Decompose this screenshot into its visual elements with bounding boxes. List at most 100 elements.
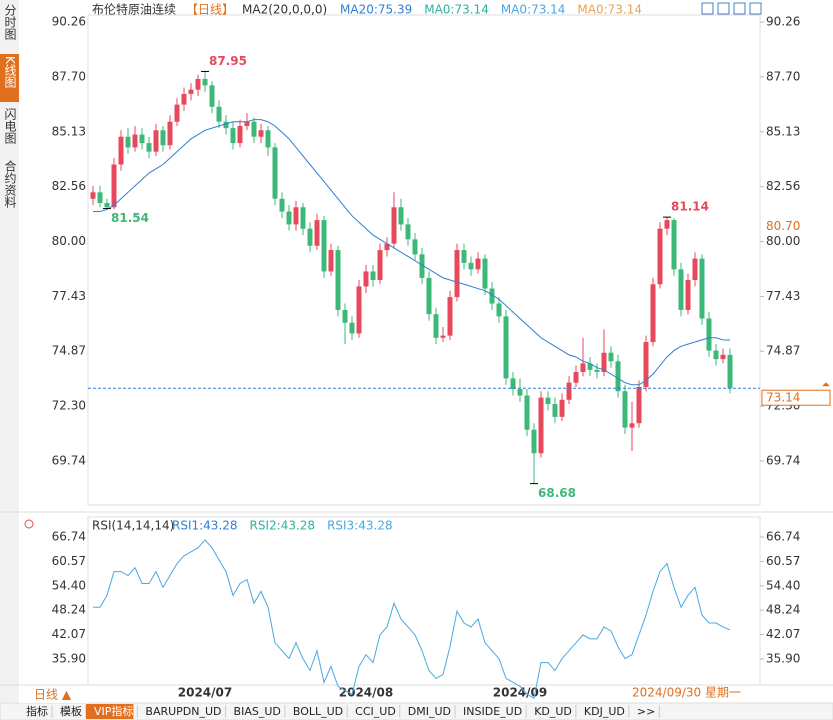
candle-body (216, 106, 222, 122)
last-price-label: 73.14 (766, 391, 800, 405)
legend-entry: MA20:75.39 (340, 3, 412, 17)
candle-body (461, 250, 467, 263)
candle-body (433, 314, 439, 338)
candle-body (573, 371, 579, 383)
candle-body (531, 429, 537, 454)
candle-body (489, 288, 495, 304)
candle-body (237, 126, 243, 144)
candle-body (251, 121, 257, 137)
bottom-tab[interactable]: KD_UD (534, 705, 572, 718)
candle-body (447, 297, 453, 336)
y-tick-label: 72.30 (52, 399, 86, 413)
bottom-tab[interactable]: >> (637, 705, 655, 718)
price-marker-tag (762, 218, 830, 235)
icon[interactable] (749, 2, 762, 15)
y-tick-label: 90.26 (52, 15, 86, 29)
bottom-tab[interactable]: 模板 (60, 704, 82, 718)
candle-body (657, 228, 663, 285)
candle-body (503, 316, 509, 379)
bottom-tab[interactable]: 指标 (26, 704, 48, 718)
candle-body (482, 258, 488, 289)
plot-frame (87, 14, 761, 506)
y-tick-label-right: 82.56 (766, 179, 800, 193)
rsi-tick-label: 66.74 (52, 530, 86, 544)
period-button-bg[interactable] (19, 686, 89, 703)
cursor-date: 2024/09/30 星期一 (632, 686, 741, 700)
rsi-tick-label: 60.57 (52, 554, 86, 568)
candle-body (650, 284, 656, 343)
candle-body (258, 130, 264, 137)
bottom-tab[interactable]: INSIDE_UD (463, 705, 522, 718)
candle-body (188, 89, 194, 94)
bottom-tab[interactable]: KDJ_UD (584, 705, 625, 718)
candle-body (643, 342, 649, 387)
candle-body (524, 395, 530, 430)
legend-entry: MA0:73.14 (577, 3, 642, 17)
candle-body (118, 136, 124, 165)
bottom-tab[interactable]: BOLL_UD (293, 705, 343, 718)
sidebar-tab[interactable]: 闪电图 (3, 108, 17, 144)
candle-body (720, 354, 726, 360)
candle-body (587, 363, 593, 370)
candle-body (146, 143, 152, 152)
candle-body (223, 121, 229, 129)
candle-body (699, 258, 705, 319)
y-tick-label-right: 77.43 (766, 289, 800, 303)
ma20-line (93, 119, 731, 386)
rsi-tick-label-right: 60.57 (766, 554, 800, 568)
candle-body (545, 397, 551, 405)
candle-body (132, 134, 138, 148)
rsi-tick-label: 42.07 (52, 627, 86, 641)
bottom-tab[interactable]: CCI_UD (355, 705, 396, 718)
price-marker-label: 80.70 (766, 219, 800, 233)
sidebar-tab[interactable]: 合约资料 (3, 159, 17, 208)
toolbar-icons[interactable] (701, 2, 762, 15)
candle-body (678, 269, 684, 310)
candle-body (601, 352, 607, 372)
candle-body (286, 211, 292, 225)
icon[interactable] (701, 2, 714, 15)
candle-body (580, 363, 586, 372)
tab-bg[interactable] (86, 704, 134, 719)
candle-body (713, 350, 719, 360)
x-tick-label: 2024/08 (339, 686, 393, 700)
sidebar-tab[interactable]: 分时图 (3, 4, 17, 40)
icon[interactable] (717, 2, 730, 15)
candle-body (566, 382, 572, 400)
bottom-tab[interactable]: DMI_UD (408, 705, 451, 718)
settings-icon[interactable] (24, 519, 34, 529)
last-price-arrow (822, 382, 830, 387)
candle-body (664, 220, 670, 229)
x-tick-label: 2024/09 (493, 686, 547, 700)
candle-body (629, 423, 635, 428)
bottom-tab[interactable]: VIP指标 (94, 704, 133, 718)
candle-body (412, 239, 418, 255)
candle-body (510, 378, 516, 390)
candle-body (209, 85, 215, 107)
sidebar-tab[interactable]: K线图 (3, 56, 17, 88)
icon[interactable] (733, 2, 746, 15)
candle-body (538, 397, 544, 454)
period: 【日线】 (186, 3, 234, 17)
candle-body (230, 128, 236, 144)
extreme-label: 81.54 (111, 211, 149, 225)
candle-body (349, 322, 355, 334)
rsi-tick-label: 35.90 (52, 652, 86, 666)
sidebar (0, 0, 19, 703)
bottom-tab[interactable]: BARUPDN_UD (145, 705, 221, 718)
bottom-tab[interactable]: BIAS_UD (234, 705, 281, 718)
candle-body (293, 207, 299, 225)
y-tick-label-right: 90.26 (766, 15, 800, 29)
candle-body (496, 303, 502, 317)
rsi-tick-label-right: 48.24 (766, 603, 800, 617)
candle-body (97, 192, 103, 204)
candle-body (160, 130, 166, 146)
candle-body (139, 134, 145, 144)
y-tick-label-right: 69.74 (766, 453, 800, 467)
legend-entry: MA0:73.14 (424, 3, 489, 17)
period-button[interactable]: 日线 ▲ (34, 688, 72, 702)
candle-body (174, 104, 180, 122)
candle-body (426, 277, 432, 315)
legend-entry: MA0:73.14 (501, 3, 566, 17)
